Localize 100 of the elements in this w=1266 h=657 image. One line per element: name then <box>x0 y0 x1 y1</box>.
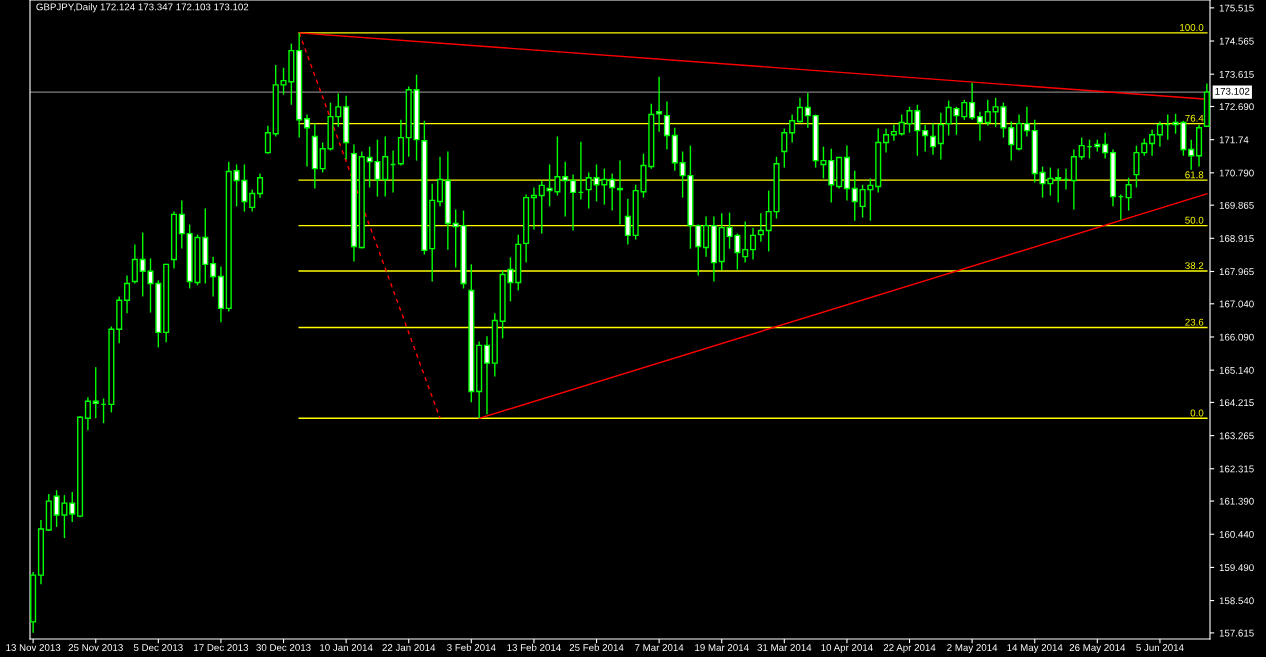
x-tick-label: 22 Apr 2014 <box>883 644 936 653</box>
candlestick <box>922 123 929 153</box>
x-tick-label: 5 Jun 2014 <box>1136 644 1184 651</box>
candlestick <box>382 135 389 198</box>
candlestick <box>178 199 185 250</box>
candlestick <box>969 82 976 121</box>
y-tick-label: 162.315 <box>1219 465 1254 473</box>
candlestick <box>562 160 569 218</box>
candlestick <box>69 491 76 523</box>
candlestick <box>1156 120 1163 148</box>
y-tick-label: 161.390 <box>1219 497 1254 505</box>
x-tick-label: 5 Dec 2013 <box>133 644 183 651</box>
candlestick <box>123 274 131 314</box>
y-tick-label: 172.690 <box>1219 103 1254 111</box>
y-tick-label: 158.540 <box>1219 597 1254 605</box>
series-label: 100.0 <box>1180 24 1204 31</box>
candlestick <box>757 212 764 243</box>
candlestick <box>742 220 749 264</box>
x-tick-label: 30 Dec 2013 <box>256 644 311 651</box>
candlestick <box>789 113 796 144</box>
candlestick <box>1078 136 1085 161</box>
series-label: 76.4 <box>1185 114 1204 122</box>
x-tick-label: 3 Feb 2014 <box>447 643 496 651</box>
y-tick-label: 169.865 <box>1219 201 1254 209</box>
y-tick-label: 157.615 <box>1219 629 1254 637</box>
candlestick <box>749 226 757 261</box>
candlestick <box>1055 167 1062 204</box>
x-tick-label: 13 Feb 2014 <box>507 643 561 651</box>
candlestick <box>264 125 271 155</box>
candlestick <box>1102 131 1109 160</box>
y-tick-label: 171.74 <box>1219 136 1249 144</box>
y-tick-label: 173.615 <box>1219 70 1254 78</box>
candlestick <box>1149 128 1156 157</box>
y-tick-label: 163.265 <box>1219 432 1254 440</box>
candlestick <box>695 223 702 277</box>
series-label: 23.6 <box>1185 318 1204 326</box>
candlestick <box>976 111 983 142</box>
candlestick <box>249 188 256 213</box>
candlestick <box>609 172 616 212</box>
candlestick <box>1023 106 1030 138</box>
candlestick <box>656 76 663 133</box>
y-tick-label: 174.565 <box>1219 37 1254 45</box>
candlestick <box>436 156 444 208</box>
candlestick <box>616 159 624 226</box>
candlestick <box>929 122 937 156</box>
y-tick-label: 175.515 <box>1219 4 1254 12</box>
x-tick-label: 10 Apr 2014 <box>821 644 873 653</box>
candlestick <box>781 127 788 169</box>
y-tick-label: 159.490 <box>1219 564 1254 572</box>
x-tick-label: 26 May 2014 <box>1069 644 1126 653</box>
chart-title: GBPJPY,Daily 172.124 173.347 172.103 173.102 <box>36 3 249 13</box>
y-tick-label: 170.790 <box>1219 169 1254 177</box>
candlestick <box>1188 138 1195 171</box>
candlestick <box>303 113 311 168</box>
y-tick-label: 160.440 <box>1219 530 1254 538</box>
candlestick <box>210 255 217 298</box>
y-tick-label: 166.090 <box>1219 333 1254 341</box>
x-tick-label: 13 Nov 2013 <box>6 644 61 651</box>
candlestick <box>703 215 710 258</box>
y-tick-label: 165.140 <box>1219 366 1254 374</box>
series-label: 0.0 <box>1190 409 1204 417</box>
x-tick-label: 19 Mar 2014 <box>695 644 749 651</box>
candlestick <box>984 99 991 127</box>
y-tick-label: 167.965 <box>1219 268 1254 276</box>
x-tick-label: 14 May 2014 <box>1007 644 1063 653</box>
y-tick-label: 167.040 <box>1219 300 1254 308</box>
series-label: 61.8 <box>1185 171 1204 179</box>
y-tick-label: 168.915 <box>1219 235 1254 242</box>
candlestick <box>483 335 491 415</box>
candlestick <box>1070 148 1077 211</box>
x-tick-label: 22 Jan 2014 <box>382 644 436 651</box>
candlestick <box>624 197 631 246</box>
x-tick-label: 2 May 2014 <box>947 644 998 653</box>
candlestick <box>937 112 944 161</box>
ref-line-label: 173.102 <box>1215 87 1250 95</box>
candlestick <box>84 396 91 431</box>
candlestick <box>530 186 537 231</box>
candlestick <box>1008 120 1015 162</box>
candlestick <box>538 179 545 235</box>
candlestick <box>257 172 264 199</box>
x-tick-label: 17 Dec 2013 <box>194 644 249 651</box>
x-tick-label: 10 Jan 2014 <box>320 644 373 651</box>
x-tick-label: 7 Mar 2014 <box>635 644 684 651</box>
candlestick <box>663 100 670 151</box>
candlestick <box>1133 144 1140 189</box>
candlestick <box>796 97 804 124</box>
series-label: 50.0 <box>1185 216 1204 224</box>
x-tick-label: 25 Nov 2013 <box>68 644 123 651</box>
candlestick <box>883 127 890 154</box>
candlestick <box>570 173 577 232</box>
x-tick-label: 31 Mar 2014 <box>757 644 812 651</box>
candlestick <box>92 366 99 420</box>
candlestick <box>851 170 858 222</box>
series-label: 38.2 <box>1185 262 1204 270</box>
y-tick-label: 164.215 <box>1219 399 1254 407</box>
x-tick-label: 25 Feb 2014 <box>569 643 624 651</box>
candlestick <box>804 92 811 129</box>
candlestick <box>1125 177 1132 212</box>
candlestick <box>890 123 897 142</box>
candlestick <box>131 243 138 285</box>
